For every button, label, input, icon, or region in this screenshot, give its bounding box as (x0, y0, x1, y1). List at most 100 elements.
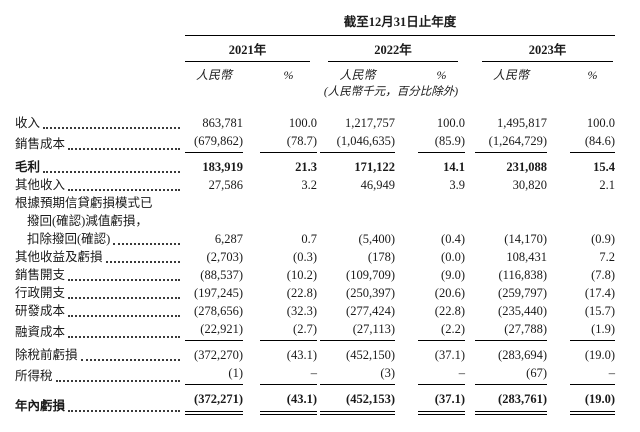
value-cell: 3.9 (449, 178, 465, 192)
value-cell: 3.2 (301, 178, 317, 192)
value-cell: 2.1 (599, 178, 616, 192)
value-cell: – (260, 364, 317, 385)
subheader-row: 人民幣 % 人民幣 % 人民幣 % (15, 62, 615, 84)
table-row-cost-of-sales: 銷售成本 (679,862) (78.7) (1,046,635) (85.9)… (15, 132, 616, 153)
value-cell: (0.4) (441, 232, 465, 246)
value-cell: (14,170) (504, 232, 547, 246)
dot-leader (68, 297, 180, 299)
value-cell: (452,150) (346, 348, 395, 362)
value-cell: (15.7) (584, 304, 616, 318)
value-cell: (9.0) (441, 268, 465, 282)
year-header-2021: 2021年 (185, 41, 310, 62)
value-cell: (1,264,729) (475, 132, 547, 153)
row-label: 所得稅 (15, 364, 185, 385)
value-cell: (27,788) (475, 320, 547, 341)
value-cell: (19.0) (584, 348, 616, 362)
value-cell: (17.4) (584, 286, 616, 300)
value-cell: 1,495,817 (497, 116, 547, 130)
year-header-2023: 2023年 (482, 41, 614, 62)
value-cell: 0.7 (301, 232, 317, 246)
value-cell: 231,088 (506, 160, 547, 174)
value-cell: – (570, 364, 616, 385)
col-header-rmb-2023: 人民幣 (492, 68, 529, 82)
col-header-rmb-2021: 人民幣 (195, 68, 232, 82)
table-row-admin-expenses: 行政開支 (197,245) (22.8) (250,397) (20.6) (… (15, 284, 615, 302)
value-cell: (372,270) (194, 348, 243, 362)
value-cell: (37.1) (418, 390, 465, 415)
value-cell: (372,271) (185, 390, 243, 415)
value-cell: 171,122 (354, 160, 395, 174)
value-cell: (679,862) (185, 132, 243, 153)
row-label: 銷售成本 (15, 132, 185, 153)
value-cell: (20.6) (434, 286, 465, 300)
value-cell: (22.8) (434, 304, 465, 318)
value-cell: 100.0 (436, 116, 465, 130)
row-label: 毛利 (15, 153, 185, 176)
col-header-pct-2022: % (436, 68, 447, 82)
value-cell: (235,440) (498, 304, 547, 318)
value-cell: (37.1) (434, 348, 465, 362)
value-cell: (22.8) (286, 286, 317, 300)
table-row-gross-profit: 毛利 183,919 21.3 171,122 14.1 231,088 15.… (15, 153, 615, 176)
value-cell: 863,781 (202, 116, 243, 130)
year-header-row: 2021年 2022年 2023年 (15, 36, 615, 62)
table-row-rd-costs: 研發成本 (278,656) (32.3) (277,424) (22.8) (… (15, 302, 615, 320)
value-cell: 27,586 (208, 178, 243, 192)
row-label: 行政開支 (15, 284, 185, 302)
value-cell: (78.7) (260, 132, 317, 153)
value-cell: (85.9) (418, 132, 465, 153)
row-label: 銷售開支 (15, 266, 185, 284)
value-cell: (7.8) (591, 268, 616, 282)
value-cell: (1.9) (570, 320, 616, 341)
table-row-other-income: 其他收入 27,586 3.2 46,949 3.9 30,820 2.1 (15, 176, 615, 194)
year-header-2022: 2022年 (328, 41, 458, 62)
row-label: 融資成本 (15, 320, 185, 341)
table-row-ecl-impairment: 根據預期信貸虧損模式已 撥回(確認)減值虧損， 扣除撥回(確認) 6,287 0… (15, 194, 615, 248)
col-header-pct-2021: % (283, 68, 294, 82)
value-cell: 6,287 (214, 232, 243, 246)
value-cell: (0.9) (591, 232, 616, 246)
table-row-loss-before-tax: 除稅前虧損 (372,270) (43.1) (452,150) (37.1) … (15, 341, 615, 364)
value-cell: (2.7) (260, 320, 317, 341)
value-cell: 14.1 (443, 160, 465, 174)
value-cell: (109,709) (346, 268, 395, 282)
value-cell: 100.0 (288, 116, 317, 130)
row-label: 年內虧損 (15, 385, 185, 415)
value-cell: (1) (185, 364, 243, 385)
dot-leader (68, 279, 180, 281)
row-label: 收入 (15, 114, 185, 132)
table-row-income-tax: 所得稅 (1) – (3) – (67) – (15, 364, 616, 385)
value-cell: 100.0 (586, 116, 616, 130)
row-label: 除稅前虧損 (15, 341, 185, 364)
value-cell: 30,820 (512, 178, 547, 192)
dot-leader (68, 336, 180, 338)
unit-note-row: (人民幣千元，百分比除外) (15, 84, 615, 114)
value-cell: (32.3) (286, 304, 317, 318)
table-row-selling-expenses: 銷售開支 (88,537) (10.2) (109,709) (9.0) (11… (15, 266, 615, 284)
value-cell: 1,217,757 (345, 116, 395, 130)
financial-table: 截至12月31日止年度 2021年 2022年 2023年 人民幣 % 人民幣 … (15, 13, 616, 415)
value-cell: (452,153) (320, 390, 395, 415)
value-cell: (283,761) (475, 390, 547, 415)
value-cell: (67) (475, 364, 547, 385)
value-cell: (19.0) (570, 390, 616, 415)
col-header-pct-2023: % (587, 68, 598, 82)
dot-leader (68, 148, 180, 150)
table-row-revenue: 收入 863,781 100.0 1,217,757 100.0 1,495,8… (15, 114, 615, 132)
dot-leader (43, 127, 180, 129)
value-cell: (283,694) (498, 348, 547, 362)
value-cell: 7.2 (599, 250, 616, 264)
unit-note: (人民幣千元，百分比除外) (323, 86, 459, 98)
value-cell: (2,703) (206, 250, 243, 264)
value-cell: (259,797) (498, 286, 547, 300)
row-label: 其他收入 (15, 176, 185, 194)
dot-leader (105, 261, 180, 263)
row-label: 研發成本 (15, 302, 185, 320)
value-cell: (3) (320, 364, 395, 385)
period-title: 截至12月31日止年度 (185, 13, 616, 36)
value-cell: 108,431 (506, 250, 547, 264)
col-header-rmb-2022: 人民幣 (339, 68, 376, 82)
value-cell: (84.6) (570, 132, 616, 153)
value-cell: 46,949 (360, 178, 395, 192)
